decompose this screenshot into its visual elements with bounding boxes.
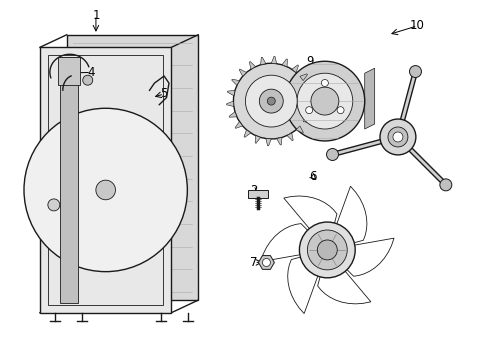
Text: 3: 3 xyxy=(100,145,107,158)
Circle shape xyxy=(285,61,364,141)
Circle shape xyxy=(262,258,270,266)
Circle shape xyxy=(24,108,187,272)
Circle shape xyxy=(296,73,352,129)
Polygon shape xyxy=(307,107,315,112)
Polygon shape xyxy=(282,59,287,67)
Polygon shape xyxy=(260,57,265,65)
Polygon shape xyxy=(295,126,303,133)
Polygon shape xyxy=(239,69,246,76)
Circle shape xyxy=(267,97,275,105)
Polygon shape xyxy=(255,135,260,143)
Text: 2: 2 xyxy=(250,184,258,197)
Polygon shape xyxy=(286,133,293,141)
Circle shape xyxy=(305,107,312,114)
Text: 9: 9 xyxy=(306,55,313,68)
Polygon shape xyxy=(249,62,255,69)
Polygon shape xyxy=(317,264,370,304)
Polygon shape xyxy=(265,139,271,146)
Polygon shape xyxy=(40,47,171,313)
Bar xyxy=(58,57,80,85)
Polygon shape xyxy=(287,256,321,314)
Circle shape xyxy=(307,230,346,270)
Polygon shape xyxy=(229,112,236,117)
Circle shape xyxy=(233,63,308,139)
Circle shape xyxy=(379,119,415,155)
Polygon shape xyxy=(235,122,242,129)
Circle shape xyxy=(392,132,402,142)
Bar xyxy=(60,57,78,303)
Circle shape xyxy=(317,240,337,260)
Text: 4: 4 xyxy=(87,66,95,79)
Polygon shape xyxy=(271,57,276,64)
Polygon shape xyxy=(283,196,336,236)
Bar xyxy=(248,190,267,198)
Polygon shape xyxy=(244,130,250,137)
Polygon shape xyxy=(299,74,307,81)
Polygon shape xyxy=(333,186,366,244)
Circle shape xyxy=(82,75,93,85)
Circle shape xyxy=(321,80,327,86)
Polygon shape xyxy=(308,96,315,101)
Circle shape xyxy=(387,127,407,147)
Circle shape xyxy=(336,107,344,114)
Polygon shape xyxy=(291,65,298,72)
Circle shape xyxy=(439,179,451,191)
Polygon shape xyxy=(276,138,282,145)
Polygon shape xyxy=(305,85,313,90)
Circle shape xyxy=(48,199,60,211)
Text: 5: 5 xyxy=(160,87,167,100)
Polygon shape xyxy=(226,101,233,107)
Circle shape xyxy=(245,75,297,127)
Text: 10: 10 xyxy=(409,19,424,32)
Text: 7: 7 xyxy=(250,256,258,269)
Polygon shape xyxy=(66,35,198,300)
Polygon shape xyxy=(260,224,311,262)
Text: 1: 1 xyxy=(92,9,100,22)
Polygon shape xyxy=(364,68,374,129)
Text: 8: 8 xyxy=(240,73,248,86)
Text: 6: 6 xyxy=(308,170,316,183)
Polygon shape xyxy=(303,117,310,123)
Circle shape xyxy=(310,87,338,115)
Circle shape xyxy=(326,149,338,161)
Polygon shape xyxy=(231,79,239,85)
Circle shape xyxy=(259,89,283,113)
Circle shape xyxy=(408,66,421,77)
Polygon shape xyxy=(308,86,316,112)
Circle shape xyxy=(96,180,115,200)
Polygon shape xyxy=(342,238,393,276)
Circle shape xyxy=(299,222,354,278)
Polygon shape xyxy=(227,90,235,96)
